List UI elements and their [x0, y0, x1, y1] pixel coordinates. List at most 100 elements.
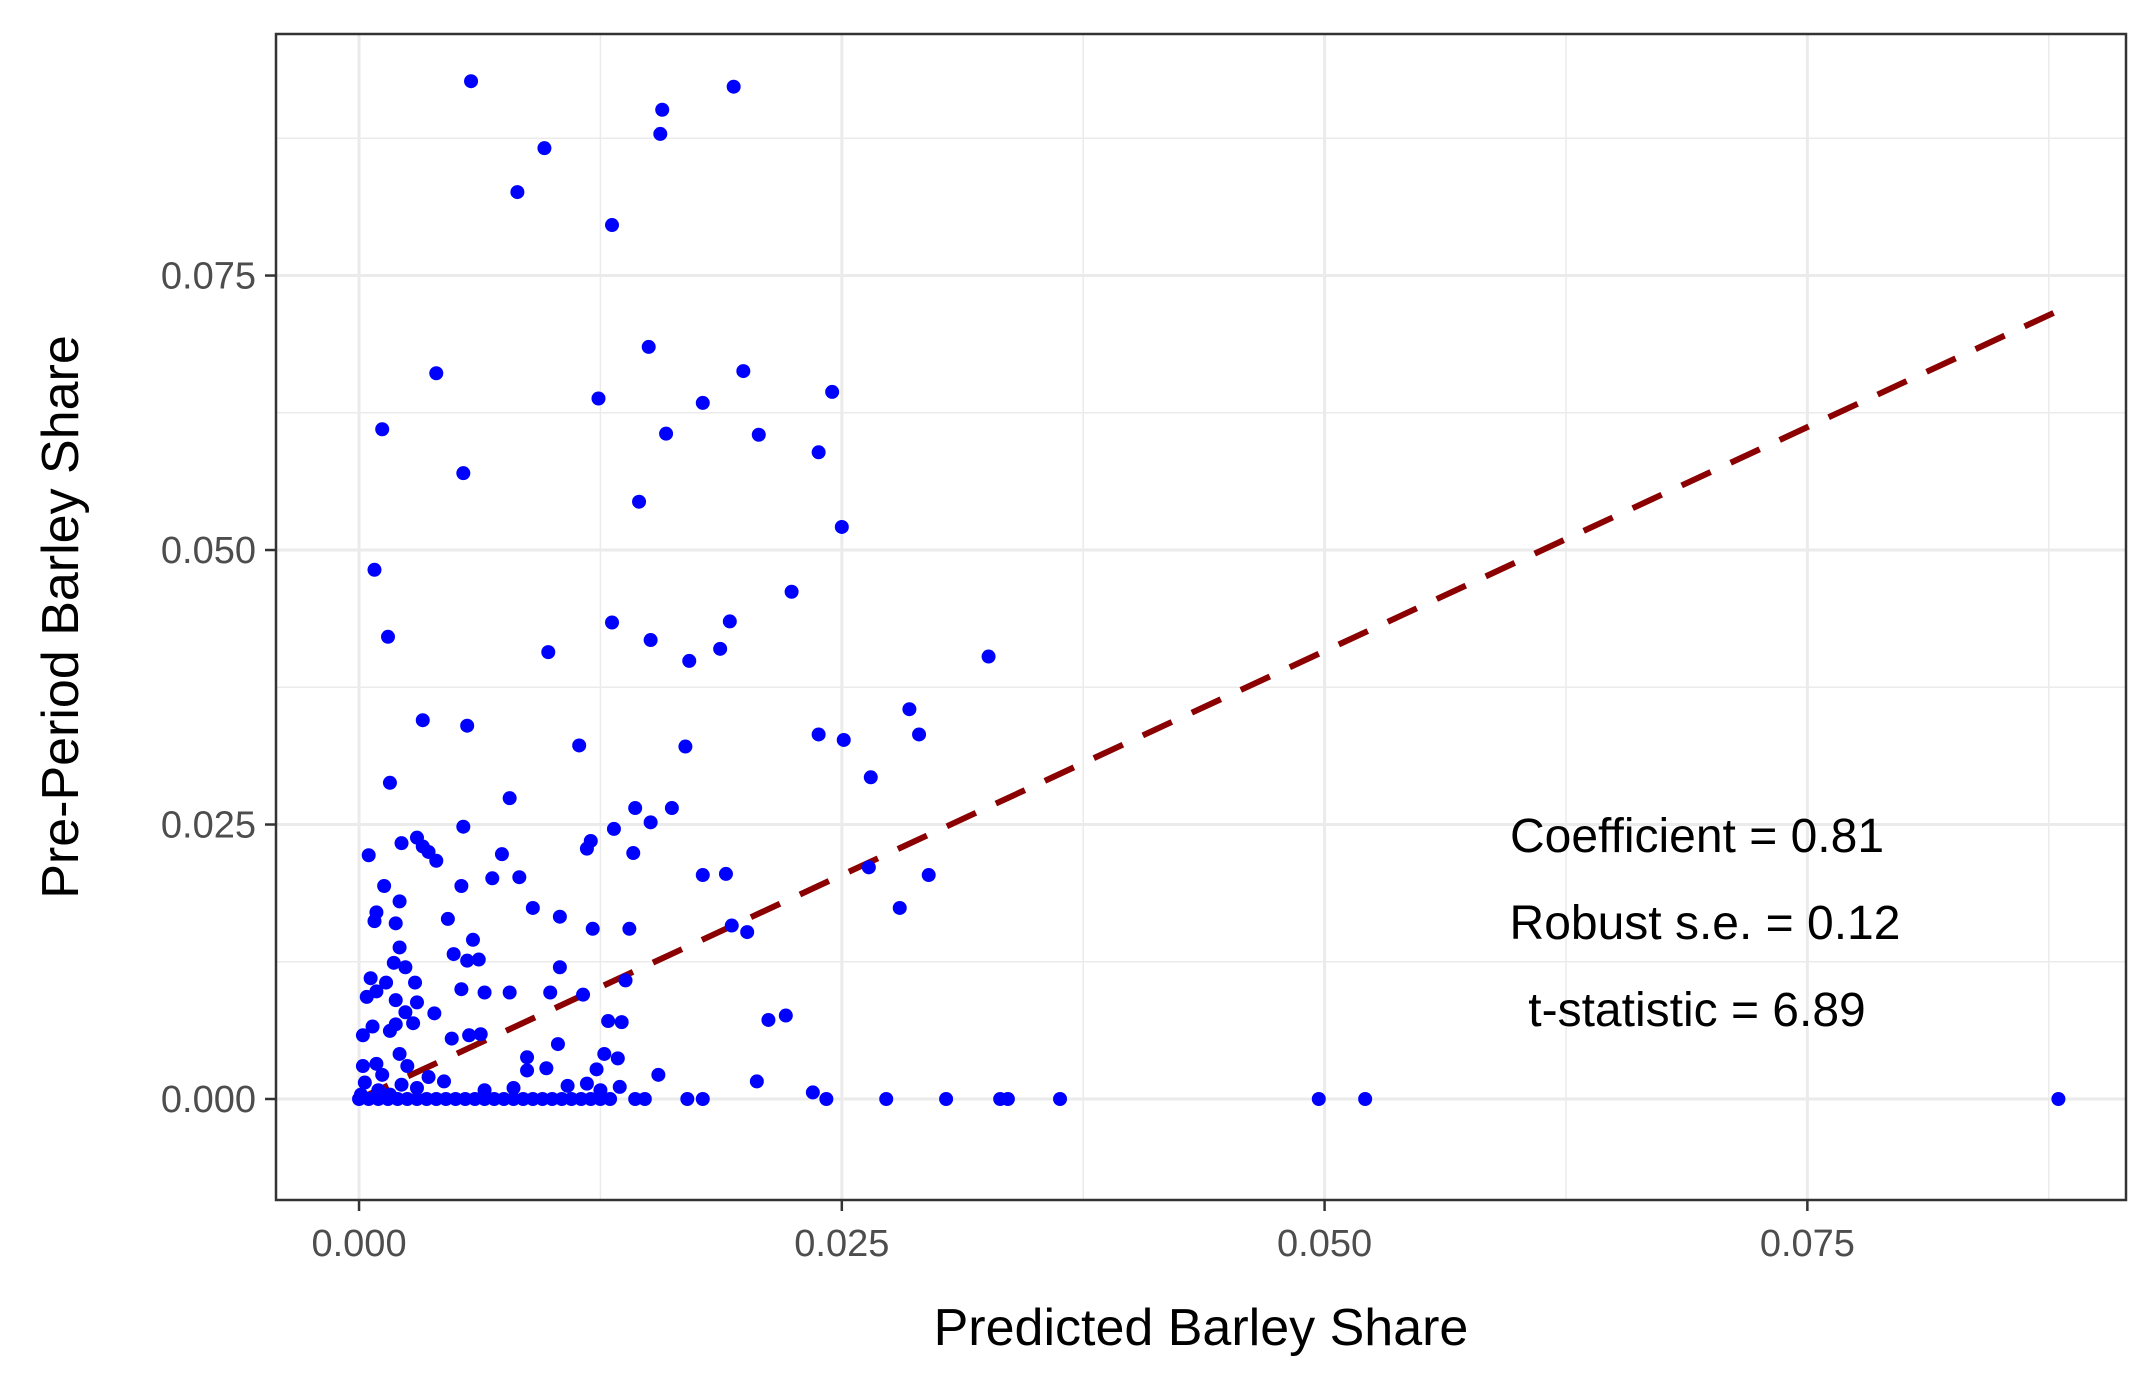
data-point: [579, 841, 594, 856]
data-point: [550, 1037, 565, 1052]
data-point: [912, 727, 927, 742]
x-tick-label: 0.025: [794, 1223, 889, 1265]
data-point: [398, 1005, 413, 1020]
data-point: [467, 1091, 482, 1106]
data-point: [473, 1027, 488, 1042]
data-point: [496, 1091, 511, 1106]
data-point: [643, 815, 658, 830]
data-point: [579, 1076, 594, 1091]
data-point: [836, 732, 851, 747]
annotation-robust-se: Robust s.e. = 0.12: [1510, 897, 1901, 950]
data-point: [377, 878, 392, 893]
data-point: [651, 1067, 666, 1082]
data-point: [784, 584, 799, 599]
data-point: [726, 79, 741, 94]
data-point: [682, 653, 697, 668]
x-axis-ticks: 0.000 0.025 0.050 0.075: [311, 1200, 1855, 1265]
data-point: [363, 971, 378, 986]
data-point: [352, 1091, 367, 1106]
data-point: [695, 395, 710, 410]
data-point: [409, 1091, 424, 1106]
data-point: [390, 1091, 405, 1106]
data-point: [583, 1091, 598, 1106]
data-point: [628, 1091, 643, 1106]
data-point: [446, 947, 461, 962]
data-point: [574, 1091, 589, 1106]
data-point: [678, 739, 693, 754]
data-point: [724, 918, 739, 933]
data-point: [713, 641, 728, 656]
data-point: [622, 921, 637, 936]
data-point: [834, 519, 849, 534]
data-point: [487, 1091, 502, 1106]
data-point: [427, 1006, 442, 1021]
data-point: [805, 1085, 820, 1100]
data-point: [552, 960, 567, 975]
data-point: [618, 973, 633, 988]
data-point: [400, 1091, 415, 1106]
data-point: [614, 1015, 629, 1030]
data-point: [879, 1091, 894, 1106]
data-point: [605, 615, 620, 630]
data-point: [541, 645, 556, 660]
data-point: [564, 1091, 579, 1106]
data-point: [398, 960, 413, 975]
data-point: [388, 916, 403, 931]
data-point: [379, 975, 394, 990]
fit-line: [357, 307, 2060, 1102]
data-point: [510, 185, 525, 200]
data-point: [471, 952, 486, 967]
data-point: [560, 1078, 575, 1093]
y-tick-label: 0.050: [161, 530, 256, 572]
data-point: [981, 649, 996, 664]
data-point: [740, 925, 755, 940]
data-point: [355, 1028, 370, 1043]
data-point: [664, 801, 679, 816]
data-point: [626, 846, 641, 861]
data-point: [543, 985, 558, 1000]
x-tick-label: 0.050: [1277, 1223, 1372, 1265]
data-point: [680, 1091, 695, 1106]
data-point: [512, 870, 527, 885]
data-point: [605, 218, 620, 233]
data-point: [382, 775, 397, 790]
data-point: [454, 982, 469, 997]
data-point: [606, 821, 621, 836]
data-point: [825, 384, 840, 399]
data-point: [539, 1061, 554, 1076]
data-point: [628, 801, 643, 816]
data-point: [465, 932, 480, 947]
annotation-coefficient: Coefficient = 0.81: [1510, 810, 1884, 863]
data-point: [525, 1091, 540, 1106]
data-point: [589, 1062, 604, 1077]
data-point: [593, 1091, 608, 1106]
data-point: [367, 914, 382, 929]
data-point: [400, 1059, 415, 1074]
data-point: [406, 1016, 421, 1031]
data-point: [409, 995, 424, 1010]
data-point: [361, 848, 376, 863]
data-point: [369, 1056, 384, 1071]
data-point: [382, 1023, 397, 1038]
data-point: [375, 422, 390, 437]
data-point: [718, 866, 733, 881]
data-point: [408, 975, 423, 990]
data-point: [355, 1059, 370, 1074]
data-point: [464, 74, 479, 89]
data-point: [409, 1081, 424, 1096]
data-point: [392, 1046, 407, 1061]
data-point: [819, 1091, 834, 1106]
data-point: [659, 426, 674, 441]
data-point: [1358, 1091, 1373, 1106]
data-point: [520, 1050, 535, 1065]
data-point: [448, 1091, 463, 1106]
data-point: [572, 738, 587, 753]
data-point: [429, 853, 444, 868]
data-point: [365, 1019, 380, 1034]
data-point: [610, 1051, 625, 1066]
data-point: [392, 894, 407, 909]
data-point: [421, 1070, 436, 1085]
plot-border: [274, 32, 2128, 1202]
data-point: [552, 909, 567, 924]
data-point: [506, 1091, 521, 1106]
